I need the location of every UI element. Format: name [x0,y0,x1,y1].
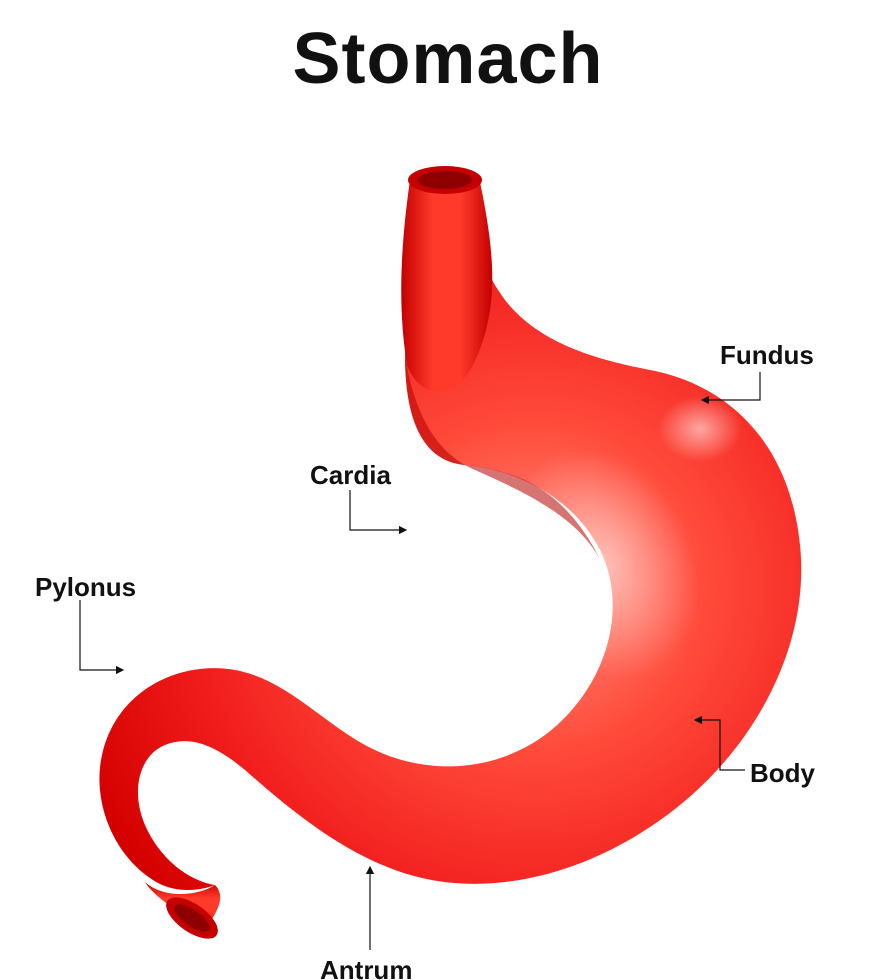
diagram-canvas: Stomach [0,0,896,980]
label-body: Body [750,758,815,789]
label-pylonus: Pylonus [35,572,136,603]
label-cardia: Cardia [310,460,391,491]
stomach-illustration [0,0,896,980]
leader-cardia [350,490,403,530]
label-antrum: Antrum [320,955,412,980]
label-fundus: Fundus [720,340,814,371]
fundus-highlight [630,385,770,495]
esophagus-opening-inner [418,171,472,189]
leader-pylonus [80,600,120,670]
